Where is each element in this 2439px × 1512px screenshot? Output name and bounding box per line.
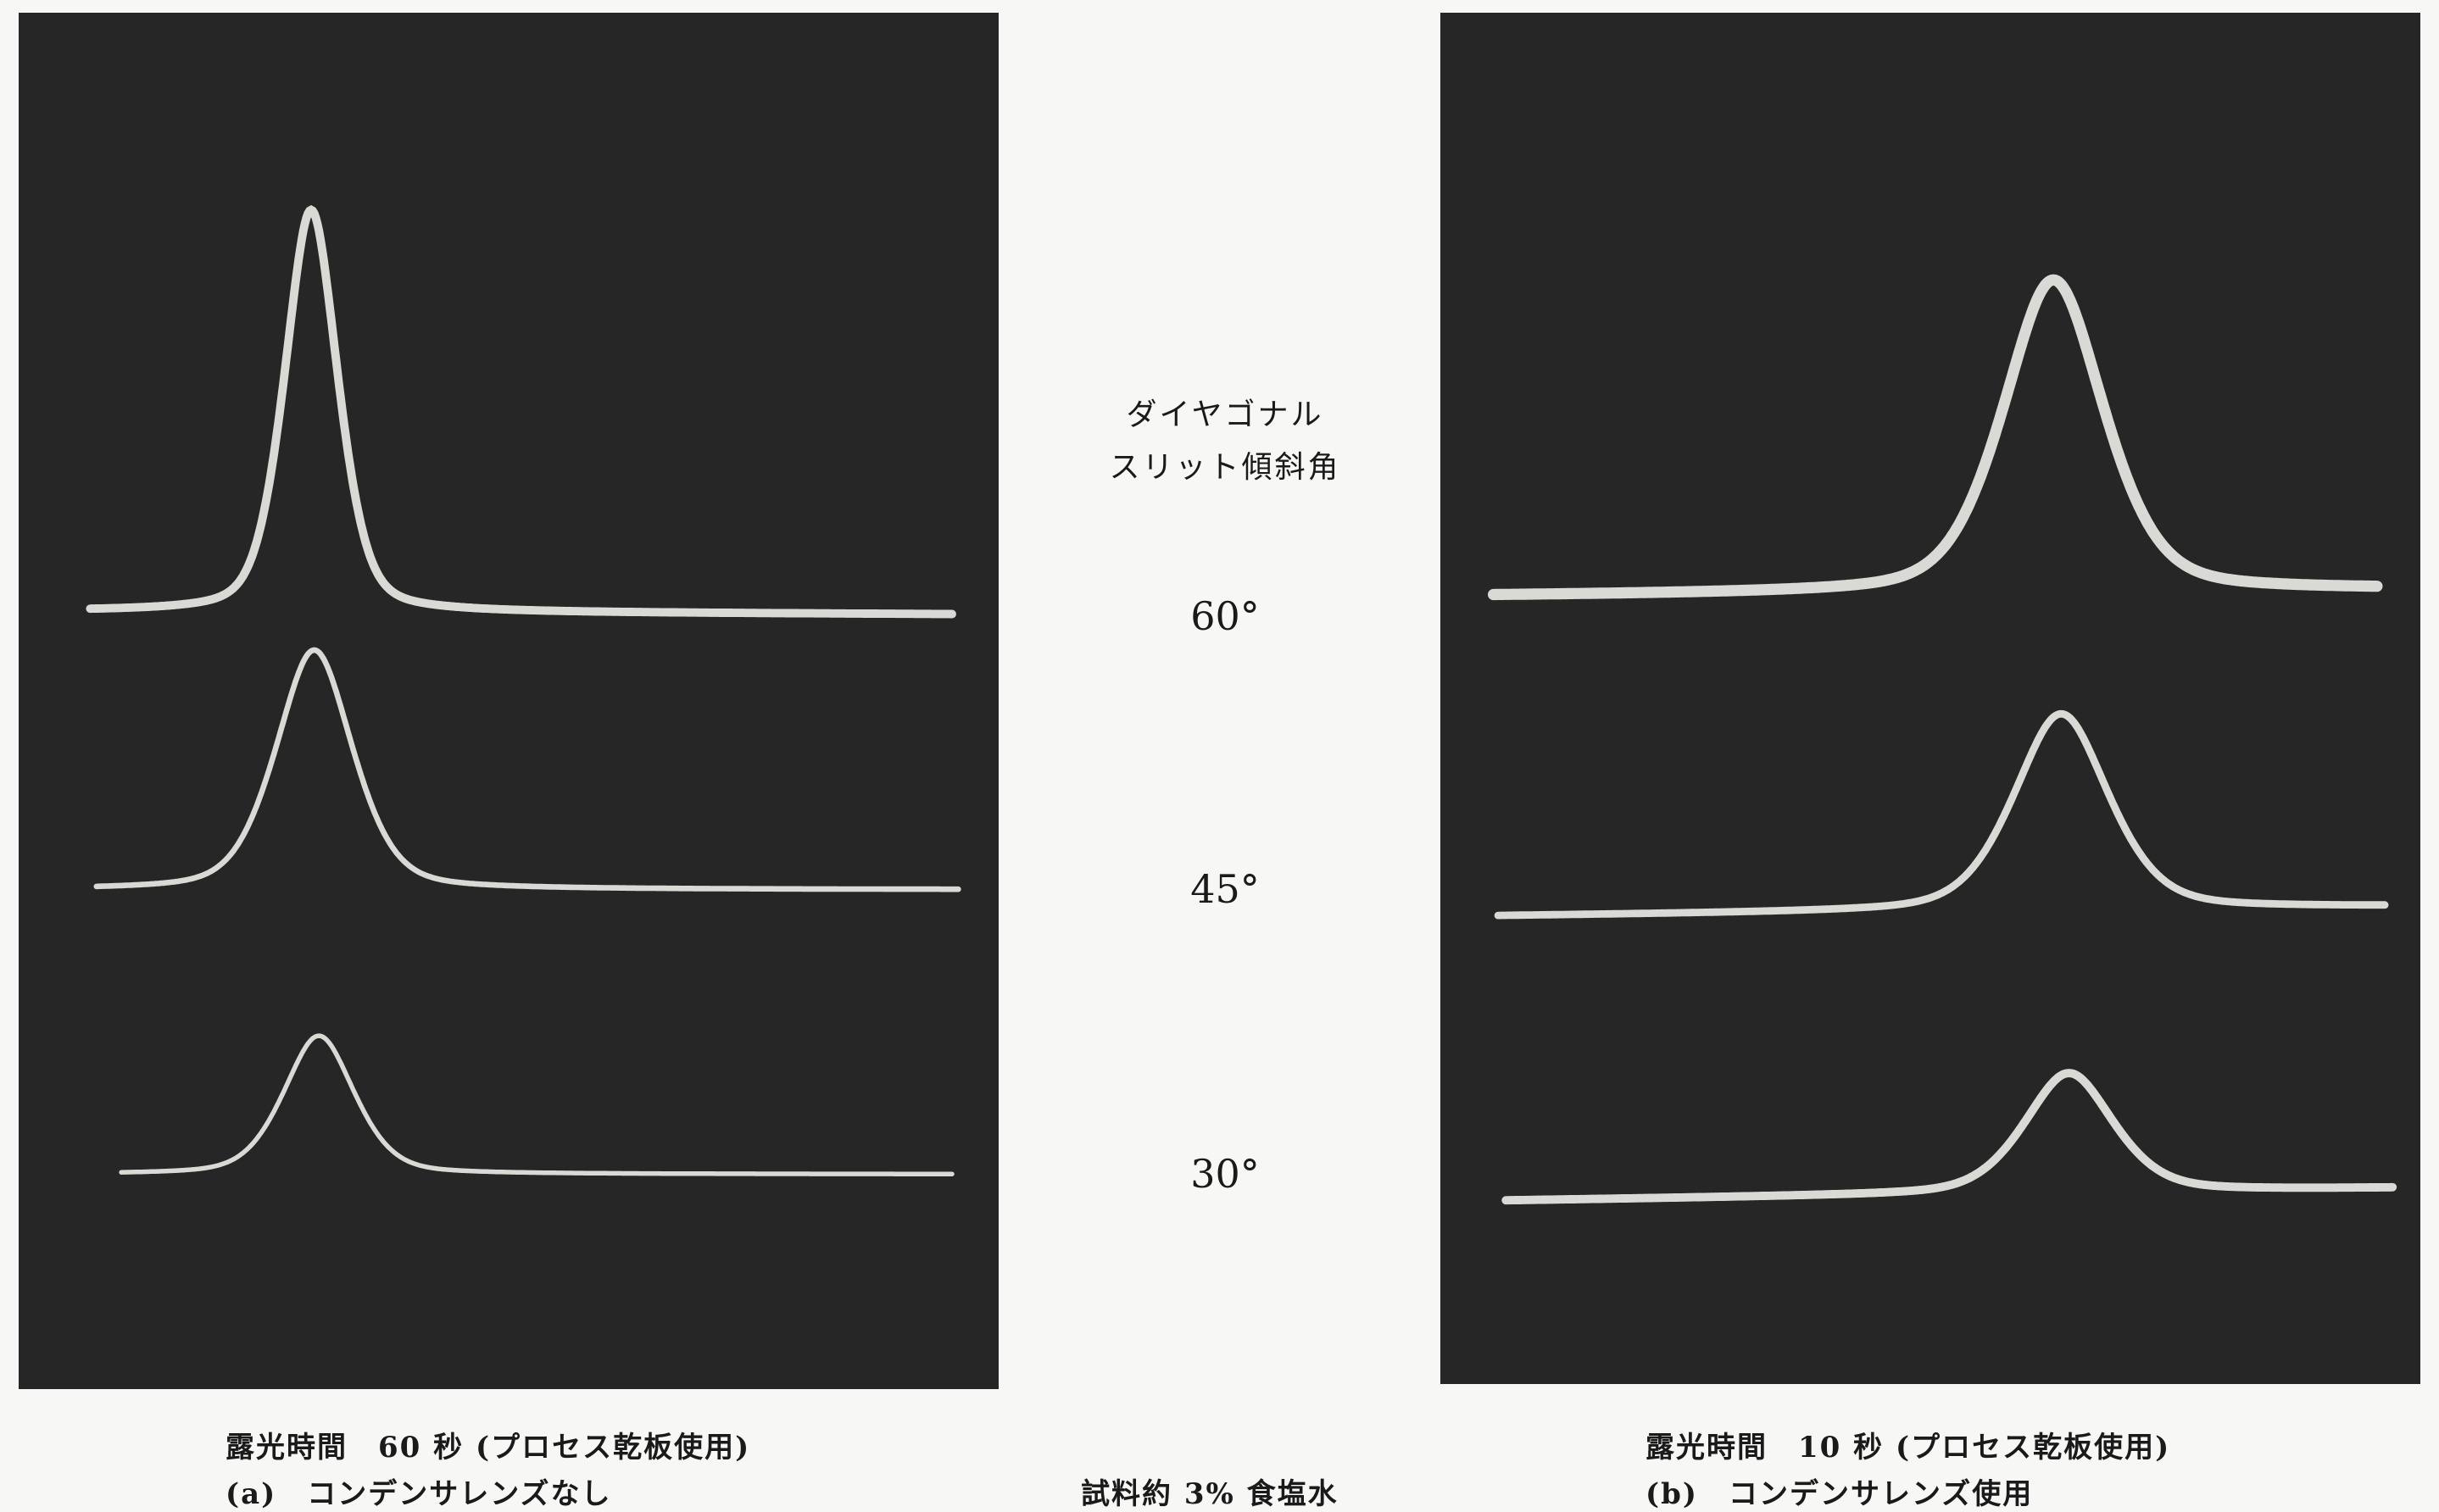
caption: 試料約 3% 食塩水 xyxy=(1081,1470,1339,1512)
page: ダイヤゴナル スリット傾斜角 60° 45° 30° 露光時間 60 秒 (プロ… xyxy=(0,0,2439,1509)
caption: (b) コンデンサレンズ使用 xyxy=(1645,1470,2033,1512)
angle-label: 45° xyxy=(1102,866,1348,912)
caption: 露光時間 60 秒 (プロセス乾板使用) xyxy=(226,1424,750,1465)
heading-line: ダイヤゴナル xyxy=(1102,390,1348,434)
photo-a xyxy=(19,13,999,1389)
photo-b xyxy=(1440,13,2420,1384)
angle-label: 30° xyxy=(1102,1151,1348,1197)
angle-label: 60° xyxy=(1102,593,1348,639)
caption: (a) コンデンサレンズなし xyxy=(226,1470,612,1512)
figure xyxy=(0,0,2439,1509)
caption: 露光時間 10 秒 (プロセス乾板使用) xyxy=(1645,1424,2170,1465)
heading-line: スリット傾斜角 xyxy=(1102,442,1348,486)
